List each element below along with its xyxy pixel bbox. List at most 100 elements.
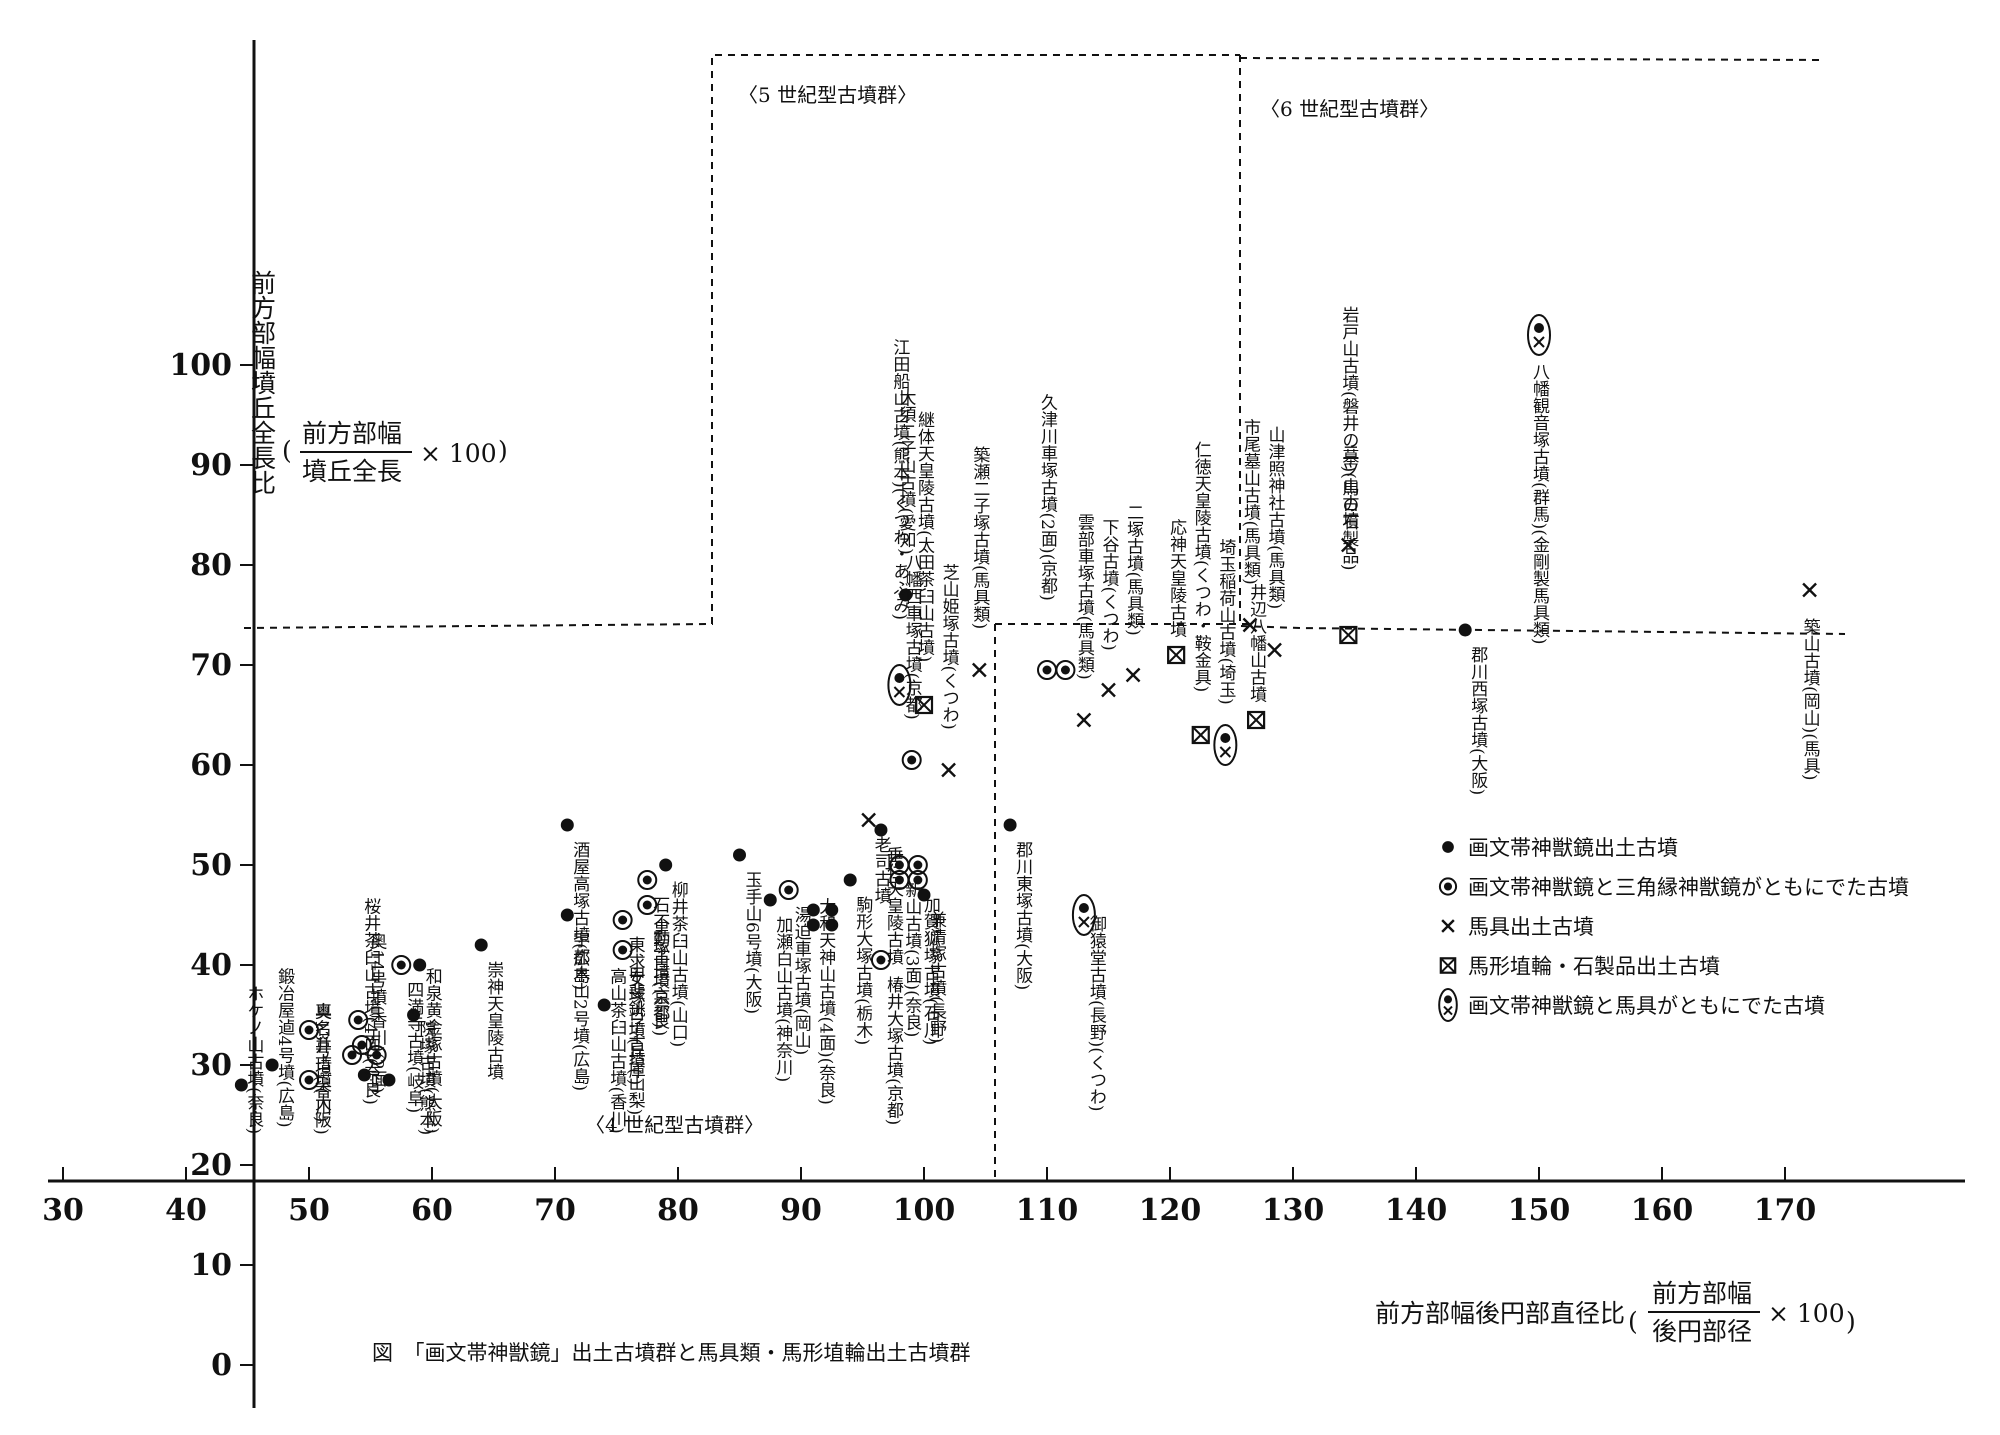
x-tick-label: 90 bbox=[780, 1193, 822, 1228]
point-label: 雲部車塚古墳(馬具類) bbox=[1074, 513, 1095, 679]
figure-caption: 図 「画文帯神獣鏡」出土古墳群と馬具類・馬形埴輪出土古墳群 bbox=[372, 1341, 971, 1365]
data-point-x bbox=[972, 662, 987, 678]
data-point-ringdot bbox=[901, 750, 922, 770]
x-tick-label: 170 bbox=[1754, 1193, 1817, 1228]
point-label: 垂仁天皇陵古墳 bbox=[883, 846, 904, 965]
data-point-boxx bbox=[1246, 710, 1266, 730]
point-label: 鍛冶屋逌4号墳(広島) bbox=[274, 967, 295, 1127]
data-point-dot bbox=[1458, 623, 1472, 637]
data-point-ringdot bbox=[907, 855, 928, 875]
data-point-dot bbox=[560, 818, 574, 832]
y-tick-label: 50 bbox=[190, 848, 232, 883]
group-label-4th: 〈4 世紀型古墳群〉 bbox=[585, 1113, 764, 1137]
point-label: 築瀬二子塚古墳(馬具類) bbox=[969, 446, 990, 629]
axis-ticks: 30 40 50 60 70 80 90 100 110 120 130 140 150 160 170 0 1… bbox=[42, 348, 1816, 1383]
data-point-dot bbox=[733, 848, 746, 862]
point-label: 宇都木山2号墳(広島) bbox=[569, 931, 590, 1091]
point-label: 二塚古墳(馬具類) bbox=[1123, 504, 1144, 636]
data-point-x bbox=[941, 762, 956, 778]
x-formula-denominator: 後円部径 bbox=[1652, 1317, 1752, 1346]
legend: 画文帯神獣鏡出土古墳画文帯神獣鏡と三角縁神獣鏡がともにでた古墳馬具出土古墳馬形埴… bbox=[1438, 836, 1909, 1022]
point-label: 井辺八幡山古墳 bbox=[1246, 583, 1267, 702]
point-label: 築山古墳(岡山)(馬具) bbox=[1800, 618, 1821, 781]
data-point-boxx bbox=[1191, 725, 1210, 745]
x-tick-label: 140 bbox=[1385, 1193, 1448, 1228]
point-label: 酒屋高塚古墳(広島) bbox=[569, 841, 590, 990]
legend-label: 画文帯神獣鏡と馬具がともにでた古墳 bbox=[1468, 994, 1825, 1018]
data-point-dot bbox=[407, 1008, 421, 1022]
x-tick-label: 150 bbox=[1508, 1193, 1571, 1228]
data-point-boxx bbox=[914, 695, 934, 715]
data-point-ringdot bbox=[299, 1020, 319, 1040]
point-label: 江田船山古墳(熊本)(くつわ・あぶみ) bbox=[889, 338, 910, 620]
point-label: 四満寺古墳(岐阜) bbox=[403, 981, 424, 1113]
data-point-ringdot bbox=[342, 1045, 363, 1065]
point-label: 石不動古墳(京都) bbox=[649, 896, 670, 1028]
data-point-ringdot bbox=[612, 910, 633, 930]
data-point-both bbox=[1527, 314, 1551, 356]
point-label: 新山古墳(3面)(奈良) bbox=[901, 881, 922, 1037]
point-label: 郡川東塚古墳(大阪) bbox=[1012, 841, 1033, 990]
data-point-dot bbox=[382, 1073, 396, 1087]
point-label: 真名井古墳(大阪) bbox=[311, 1002, 332, 1134]
data-point-dot bbox=[899, 588, 913, 602]
point-label: 和泉黄金塚古墳(大阪) bbox=[422, 967, 443, 1133]
data-point-both bbox=[1213, 724, 1238, 766]
point-label: 加賀狐塚古墳(石川) bbox=[920, 896, 941, 1045]
data-point-ringdot bbox=[1037, 660, 1057, 680]
data-point-dot bbox=[917, 888, 931, 902]
point-label: 東求女塚古墳(兵庫) bbox=[625, 936, 646, 1085]
boundary-6th-top bbox=[1239, 57, 1826, 61]
y-tick-label: 70 bbox=[190, 648, 232, 683]
legend-label: 画文帯神獣鏡出土古墳 bbox=[1468, 836, 1678, 860]
point-label: 椿井大塚古墳(京都) bbox=[883, 976, 904, 1125]
data-point-ringdot bbox=[391, 955, 412, 975]
data-point-dot bbox=[474, 938, 488, 952]
x-tick-label: 70 bbox=[534, 1193, 576, 1228]
data-point-ringdot bbox=[1055, 660, 1076, 680]
point-label: 老司古墳 bbox=[871, 836, 892, 904]
data-point-dot bbox=[659, 858, 673, 872]
boundary-5th-6th bbox=[1239, 55, 1846, 635]
x-tick-label: 80 bbox=[657, 1193, 699, 1228]
data-point-both bbox=[1071, 894, 1096, 936]
data-point-boxx bbox=[1339, 625, 1358, 645]
point-label: 久津川車塚古墳(2面)(京都) bbox=[1037, 393, 1058, 600]
data-point-dot bbox=[806, 918, 820, 932]
data-point-ringdot bbox=[870, 950, 891, 970]
x-tick-label: 100 bbox=[893, 1193, 956, 1228]
y-tick-label: 90 bbox=[190, 448, 232, 483]
data-points bbox=[234, 314, 1817, 1092]
y-tick-label: 80 bbox=[190, 548, 232, 583]
point-label: 埼玉稲荷山古墳(埼玉) bbox=[1215, 538, 1236, 704]
point-label: 兼清塚古墳(長野) bbox=[926, 911, 947, 1043]
svg-text:(: ( bbox=[282, 436, 292, 465]
data-point-x bbox=[1267, 642, 1282, 658]
x-tick-label: 110 bbox=[1016, 1193, 1079, 1228]
y-formula-multiplier: × 100 bbox=[420, 439, 497, 468]
legend-label: 画文帯神獣鏡と三角縁神獣鏡がともにでた古墳 bbox=[1468, 876, 1909, 900]
data-point-x bbox=[1101, 682, 1116, 698]
x-tick-label: 120 bbox=[1139, 1193, 1202, 1228]
point-label: ホケノ山古墳(奈良) bbox=[243, 985, 264, 1134]
data-point-dot bbox=[597, 998, 611, 1012]
point-labels: ホケノ山古墳(奈良) 鍛冶屋逌4号墳(広島) 真名井古墳(大阪)奥13号墳(香川) 桜… bbox=[243, 306, 1820, 1135]
point-label: 玉手山6号墳(大阪) bbox=[742, 871, 763, 1014]
data-point-x bbox=[1341, 537, 1356, 553]
point-label: 加瀬白山古墳(神奈川) bbox=[772, 916, 793, 1082]
group-label-5th: 〈5 世紀型古墳群〉 bbox=[738, 83, 917, 107]
data-point-dot bbox=[843, 873, 857, 887]
point-label: 奥13号墳(香川) bbox=[311, 1002, 332, 1122]
legend-item: 画文帯神獣鏡と三角縁神獣鏡がともにでた古墳 bbox=[1438, 876, 1909, 900]
legend-item: 馬形埴輪・石製品出土古墳 bbox=[1439, 955, 1720, 979]
point-label: 下谷古墳(くつわ) bbox=[1099, 519, 1120, 651]
data-point-dot bbox=[560, 908, 574, 922]
group-label-6th: 〈6 世紀型古墳群〉 bbox=[1260, 97, 1439, 121]
x-axis-formula: 前方部幅後円部直径比 ( 前方部幅 後円部径 × 100 ) bbox=[1375, 1279, 1856, 1346]
data-point-dot bbox=[1003, 818, 1017, 832]
y-axis-title: 前方部幅墳丘全長比 bbox=[248, 270, 277, 495]
point-label: 黒塚古墳(奈良) bbox=[649, 921, 670, 1036]
point-label: 御猿堂古墳(長野)(くつわ) bbox=[1086, 915, 1107, 1112]
legend-label: 馬具出土古墳 bbox=[1468, 915, 1594, 939]
